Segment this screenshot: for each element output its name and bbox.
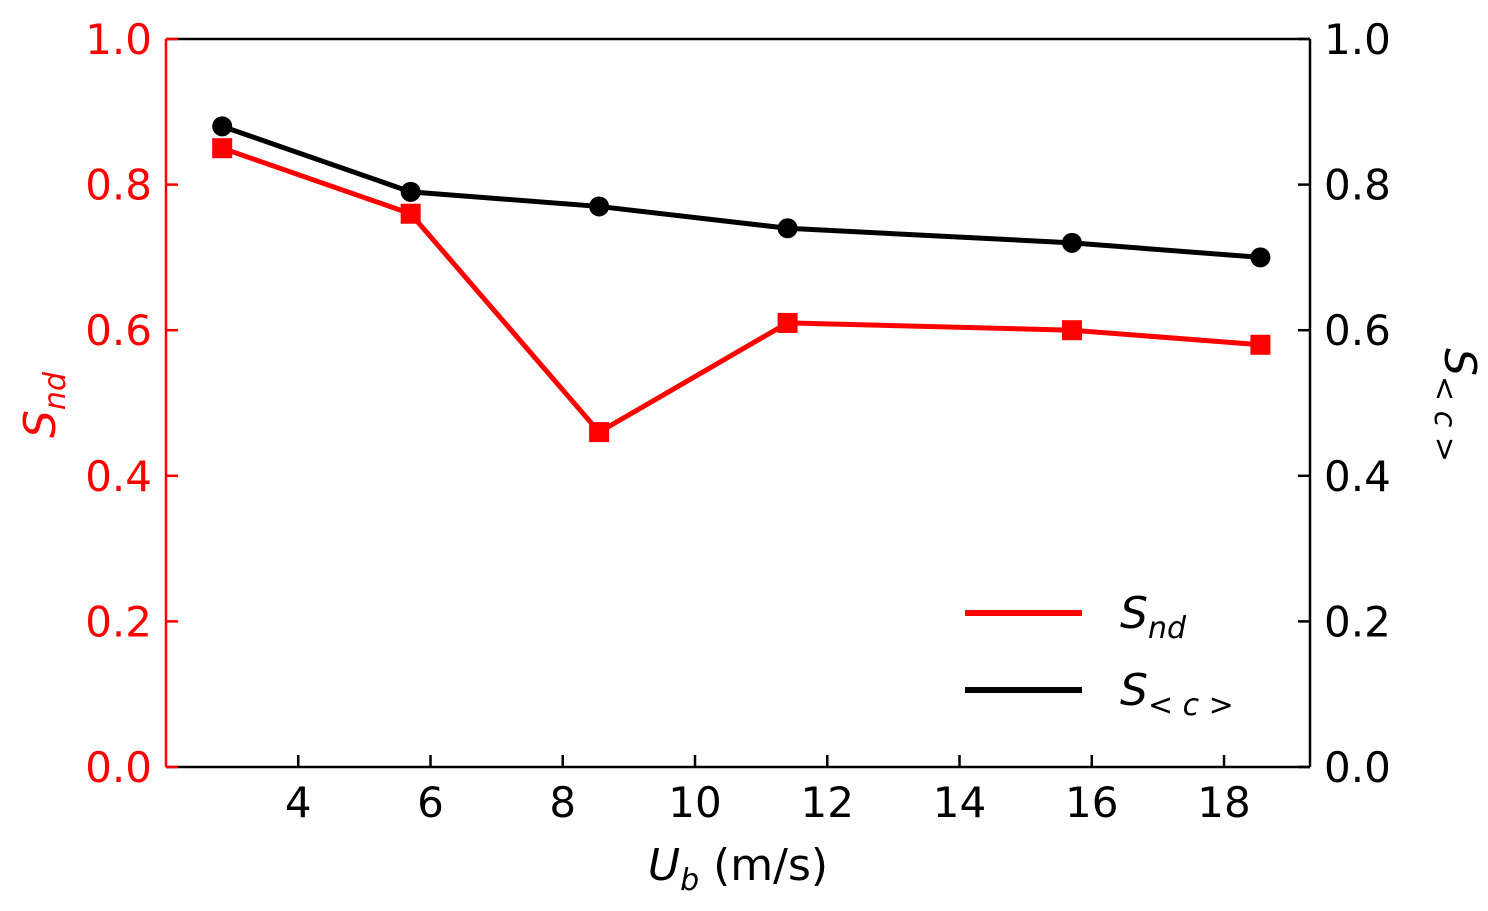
x-tick-label: 18	[1197, 778, 1250, 827]
data-point-circle	[777, 218, 798, 239]
right-tick-label: 0.6	[1324, 306, 1391, 355]
x-tick-label: 6	[417, 778, 444, 827]
x-tick-label: 14	[933, 778, 986, 827]
right-tick-label: 0.0	[1324, 743, 1391, 792]
left-tick-label: 1.0	[85, 15, 152, 64]
x-tick-label: 12	[801, 778, 854, 827]
data-point-circle	[212, 116, 233, 137]
left-tick-label: 0.2	[85, 597, 152, 646]
left-y-axis-ticks: 0.0 0.2 0.4 0.6 0.8 1.0	[85, 15, 178, 792]
data-point-square	[212, 138, 233, 159]
left-tick-label: 0.0	[85, 743, 152, 792]
series-line-0	[221, 145, 1261, 435]
series-line-1	[221, 123, 1261, 260]
data-point-square	[1061, 320, 1082, 341]
right-tick-label: 0.2	[1324, 597, 1391, 646]
data-point-circle	[1061, 232, 1082, 253]
data-point-circle	[1250, 247, 1271, 268]
right-tick-label: 0.4	[1324, 452, 1391, 501]
x-tick-label: 8	[549, 778, 576, 827]
x-tick-label: 4	[285, 778, 312, 827]
x-tick-label: 16	[1065, 778, 1118, 827]
data-point-square	[1250, 334, 1271, 355]
right-y-axis-ticks: 0.0 0.2 0.4 0.6 0.8 1.0	[1298, 15, 1391, 792]
left-tick-label: 0.6	[85, 306, 152, 355]
x-tick-label: 10	[668, 778, 721, 827]
data-point-square	[589, 422, 610, 443]
series-layer	[212, 116, 1271, 443]
left-tick-label: 0.4	[85, 452, 152, 501]
data-point-circle	[400, 181, 421, 202]
x-axis-title: Ub (m/s)	[648, 840, 828, 898]
right-y-axis-title: S< c >	[1427, 348, 1485, 462]
data-point-circle	[589, 196, 610, 217]
axes-frame	[164, 37, 1312, 769]
x-axis-ticks: 4 6 8 10 12 14 16 18	[285, 755, 1251, 827]
data-point-square	[777, 312, 798, 333]
right-tick-label: 1.0	[1324, 15, 1391, 64]
legend: Snd S< c >	[965, 588, 1234, 723]
left-tick-label: 0.8	[85, 161, 152, 210]
right-tick-label: 0.8	[1324, 161, 1391, 210]
data-point-square	[400, 203, 421, 224]
legend-label-sc: S< c >	[1120, 665, 1234, 723]
legend-label-snd: Snd	[1120, 588, 1187, 646]
left-y-axis-title: Snd	[15, 371, 73, 438]
